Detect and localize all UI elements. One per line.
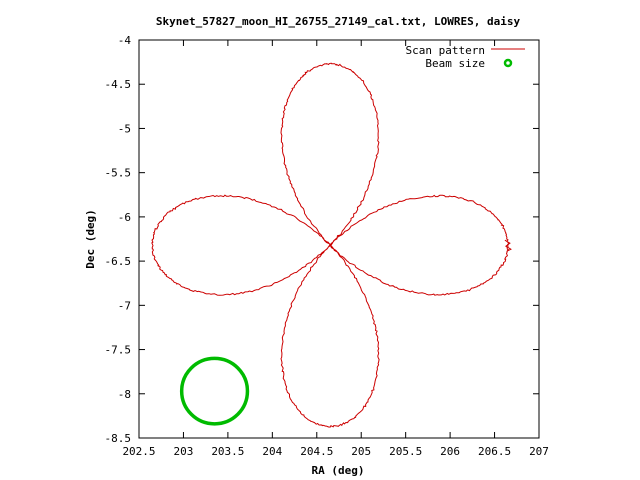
chart-title: Skynet_57827_moon_HI_26755_27149_cal.txt…: [156, 15, 521, 28]
x-tick-label: 203.5: [211, 445, 244, 458]
legend-label-scan-pattern: Scan pattern: [406, 44, 485, 57]
x-tick-label: 205.5: [389, 445, 422, 458]
x-tick-label: 202.5: [122, 445, 155, 458]
plot-border: [138, 39, 540, 439]
y-tick-label: -7: [118, 299, 131, 312]
series-layer: [151, 62, 512, 428]
y-axis: -4 -4.5 -5 -5.5 -6 -6.5 -7 -7.5 -8 -8.5: [105, 34, 539, 445]
x-tick-label: 206.5: [478, 445, 511, 458]
x-tick-label: 205: [351, 445, 371, 458]
x-axis: 202.5 203 203.5 204 204.5 205 205.5 206 206.5 207: [122, 40, 549, 458]
x-tick-label: 203: [174, 445, 194, 458]
y-tick-label: -4: [118, 34, 132, 47]
beam-size-circle: [179, 356, 250, 426]
y-tick-label: -6.5: [105, 255, 132, 268]
x-axis-title: RA (deg): [312, 464, 365, 477]
y-tick-label: -5: [118, 122, 131, 135]
scan-pattern-line: [151, 62, 509, 428]
legend-swatch-beam-size: [503, 58, 513, 68]
legend-label-beam-size: Beam size: [425, 57, 485, 70]
legend: Scan pattern Beam size: [406, 44, 525, 70]
y-tick-label: -6: [118, 211, 131, 224]
x-tick-label: 206: [440, 445, 460, 458]
x-tick-label: 204.5: [300, 445, 333, 458]
x-tick-label: 207: [529, 445, 549, 458]
y-tick-label: -4.5: [105, 78, 132, 91]
plot-frame: [138, 39, 540, 439]
y-tick-label: -8: [118, 388, 131, 401]
y-tick-label: -5.5: [105, 167, 132, 180]
y-axis-title: Dec (deg): [84, 209, 97, 269]
x-tick-label: 204: [262, 445, 282, 458]
y-tick-label: -8.5: [105, 432, 132, 445]
y-tick-label: -7.5: [105, 344, 132, 357]
scan-pattern-start-marker: [504, 239, 512, 252]
